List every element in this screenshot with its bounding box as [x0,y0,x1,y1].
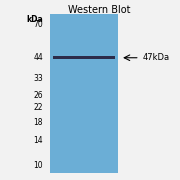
FancyBboxPatch shape [53,56,115,59]
Text: 33: 33 [33,74,43,83]
Text: kDa: kDa [26,15,43,24]
Text: 26: 26 [33,91,43,100]
FancyBboxPatch shape [50,14,118,173]
Text: 47kDa: 47kDa [142,53,169,62]
Text: 14: 14 [33,136,43,145]
Text: 44: 44 [33,53,43,62]
Text: 10: 10 [33,161,43,170]
Text: 18: 18 [33,118,43,127]
Text: 22: 22 [33,103,43,112]
Text: 70: 70 [33,20,43,29]
Text: Western Blot: Western Blot [68,5,130,15]
